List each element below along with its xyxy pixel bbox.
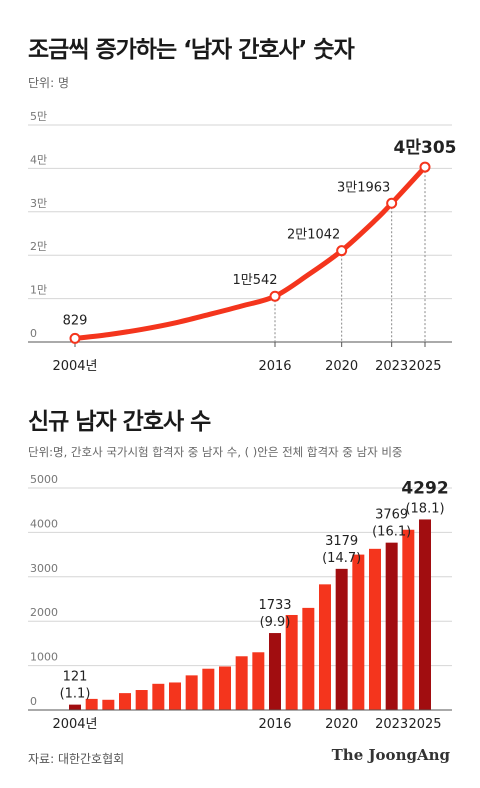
data-label: 3만1963 [337,180,390,195]
bar-2024 [402,529,415,710]
x-tick-label: 2016 [258,717,291,730]
source-note: 자료: 대한간호협회 [28,752,125,766]
bar-share-label: (18.1) [405,501,444,516]
y-tick-label: 1만 [30,284,47,297]
y-tick-label: 2000 [30,606,58,619]
x-tick-label: 2016 [258,359,291,374]
bar-2013 [219,666,231,710]
brand-logo: The JoongAng [331,746,450,764]
bar-chart-title: 신규 남자 간호사 수 [28,409,211,435]
y-tick-label: 3만 [30,197,47,210]
bar-2017 [285,614,298,710]
x-tick-label: 2025 [408,717,441,730]
bar-chart-unit: 단위:명, 간호사 국가시험 합격자 중 남자 수, ( )안은 전체 합격자 … [28,445,403,459]
bar-2019 [319,584,331,710]
bar-2008 [135,690,148,710]
bar-2004 [69,704,81,710]
data-point [419,161,431,173]
y-tick-label: 5만 [30,110,47,123]
y-tick-label: 4만 [30,153,47,166]
bar-2023 [385,542,398,710]
y-tick-label: 0 [30,695,37,708]
bar-share-label: (1.1) [60,687,91,702]
bar-2020 [335,568,348,710]
series-line [72,164,428,341]
bar-2012 [202,668,215,710]
bar-2021 [352,554,365,710]
x-tick-label: 2020 [325,717,358,730]
y-tick-label: 5000 [30,473,58,486]
bar-value-label: 3769 [375,508,408,523]
bar-value-label: 3179 [325,534,358,549]
data-label: 4만305 [394,138,457,158]
y-tick-label: 0 [30,327,37,340]
bar-2011 [185,675,198,710]
data-point [269,290,281,302]
data-point [386,197,398,209]
bar-2015 [252,652,265,710]
x-tick-label: 2020 [325,359,358,374]
bar-2014 [235,656,248,710]
bar-2022 [369,548,381,710]
bar-2007 [119,693,131,710]
bar-share-label: (9.9) [260,615,291,630]
bar-2006 [102,699,115,710]
line-chart: 0 1만 2만 3만 4만 5만 2004년 2016 2020 2023 2025 829 1만542… [28,110,457,374]
x-tick-label: 2025 [408,359,441,374]
bar-value-label: 4292 [401,478,448,498]
y-tick-label: 3000 [30,562,58,575]
bar-value-label: 1733 [258,598,291,613]
bar-2010 [169,682,181,710]
bar-2009 [152,683,165,710]
line-chart-unit: 단위: 명 [28,76,69,90]
y-tick-label: 1000 [30,651,58,664]
y-tick-label: 4000 [30,517,58,530]
data-label: 829 [63,313,88,328]
bar-value-label: 121 [63,670,88,685]
data-point [336,245,348,257]
bar-2005 [85,698,98,710]
data-point [69,332,81,344]
bar-2025 [419,519,431,710]
bar-share-label: (16.1) [372,525,411,540]
bar-share-label: (14.7) [322,551,361,566]
x-tick-label: 2004년 [52,717,97,730]
bar-2016 [269,633,281,710]
x-tick-label: 2004년 [52,359,97,374]
line-chart-title: 조금씩 증가하는 ‘남자 간호사’ 숫자 [28,37,355,63]
bar-chart: 0 1000 2000 3000 4000 5000 2004년 2016 2020 2023 20… [28,473,452,730]
data-label: 1만542 [232,273,277,288]
data-label: 2만1042 [287,228,340,243]
x-tick-label: 2023 [375,717,408,730]
x-tick-label: 2023 [375,359,408,374]
y-tick-label: 2만 [30,240,47,253]
bar-2018 [302,607,315,710]
